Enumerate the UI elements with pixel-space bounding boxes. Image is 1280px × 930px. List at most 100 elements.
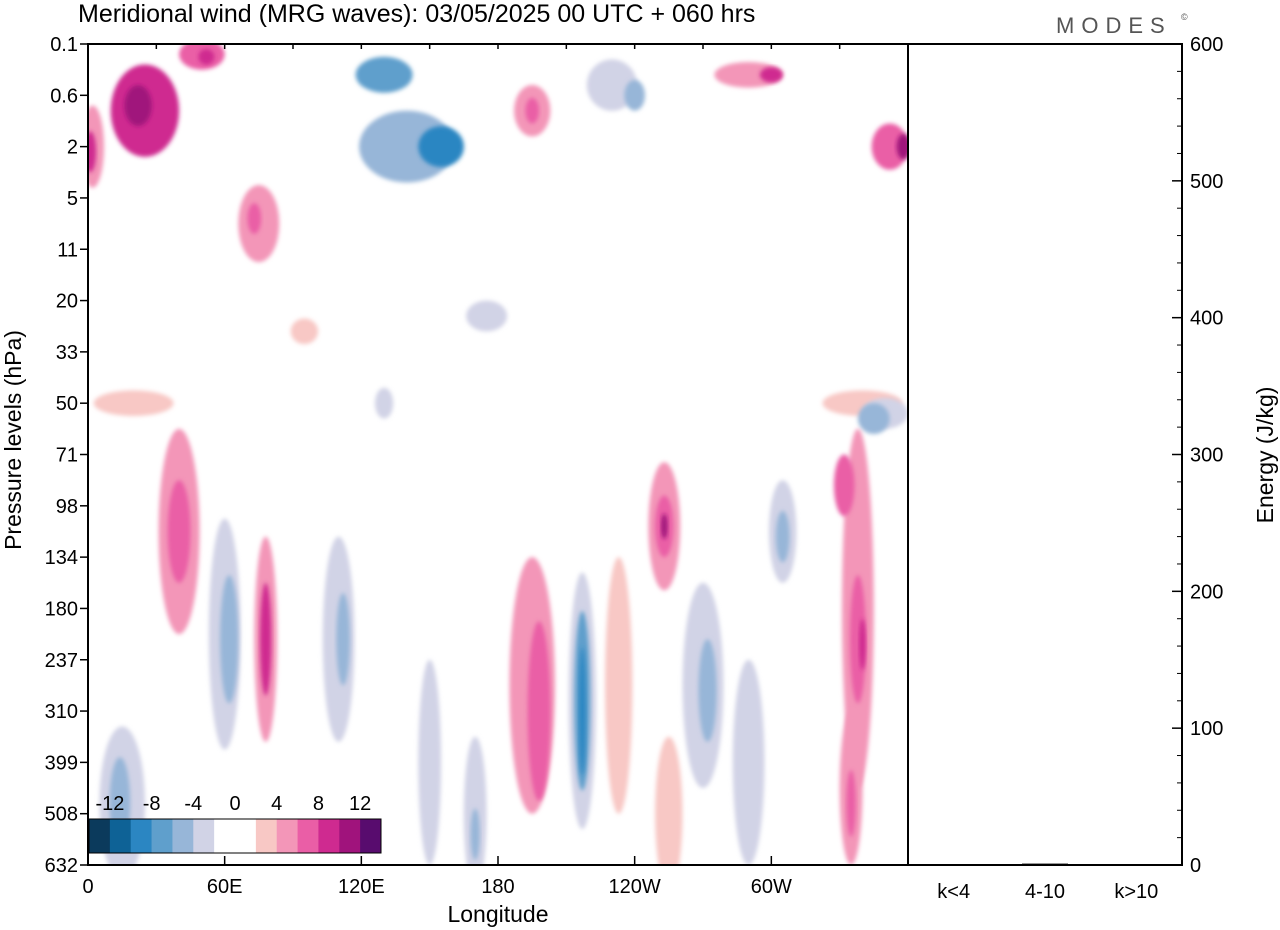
energy-bars: k<4 4-10 k>10	[930, 863, 1160, 903]
longitude-tick-label: 60E	[207, 876, 243, 898]
colorbar-swatch	[360, 819, 382, 853]
colorbar-swatch	[130, 819, 152, 853]
colorbar-swatch	[172, 819, 194, 853]
pressure-tick-label: 0.1	[50, 34, 78, 56]
energy-tick-label: 200	[1190, 581, 1223, 603]
wind-feature-55	[418, 659, 442, 865]
wind-feature-10	[418, 126, 464, 168]
wind-feature-59	[732, 659, 765, 865]
longitude-tick-label: 60W	[751, 876, 792, 898]
energy-tick-label: 0	[1190, 855, 1201, 877]
colorbar-label: 8	[313, 793, 324, 815]
wind-feature-57	[470, 808, 480, 860]
wind-feature-41	[605, 557, 633, 814]
wind-feature-50	[849, 575, 866, 704]
energy-category-label: k<4	[937, 881, 970, 903]
colorbar-swatch	[318, 819, 340, 853]
wind-feature-8	[355, 56, 413, 93]
energy-bar	[1113, 865, 1160, 866]
pressure-tick-label: 20	[56, 291, 78, 313]
longitude-tick-label: 180	[481, 876, 514, 898]
colorbar-label: -4	[184, 793, 202, 815]
wind-feature-11	[586, 59, 638, 111]
pressure-tick-label: 2	[67, 137, 78, 159]
wind-feature-22	[93, 390, 174, 417]
colorbar-frame	[88, 818, 382, 854]
wind-feature-52	[833, 454, 855, 517]
longitude-axis: 0 60E 120E 180 120W 60W	[82, 44, 909, 898]
colorbar-swatch	[235, 819, 257, 853]
wind-feature-54	[846, 770, 856, 837]
energy-bar	[1022, 863, 1068, 865]
wind-feature-48	[775, 510, 790, 563]
pressure-tick-label: 134	[45, 547, 78, 569]
energy-axis-label: Energy (J/kg)	[1252, 387, 1278, 524]
pressure-tick-label: 310	[45, 701, 78, 723]
modes-logo-text: MODES	[1056, 13, 1172, 38]
colorbar-swatch	[339, 819, 361, 853]
wind-feature-25	[857, 403, 890, 434]
pressure-tick-label: 508	[45, 804, 78, 826]
wind-feature-18	[896, 133, 908, 160]
y-axis-label: Pressure levels (hPa)	[0, 330, 26, 550]
colorbar-label: 4	[271, 793, 282, 815]
energy-bar	[930, 865, 977, 866]
energy-category-label: 4-10	[1025, 881, 1065, 903]
wind-feature-3	[88, 131, 96, 173]
longitude-tick-label: 0	[82, 876, 93, 898]
wind-feature-58	[655, 736, 683, 865]
wind-feature-5	[198, 49, 215, 65]
colorbar-swatch	[109, 819, 132, 853]
pressure-tick-label: 11	[57, 239, 78, 261]
longitude-tick-label: 120E	[338, 876, 385, 898]
wind-feature-27	[167, 480, 191, 583]
wind-feature-56	[463, 736, 487, 865]
energy-axis: 0 100 200 300 400 500 600	[1172, 34, 1223, 877]
pressure-tick-label: 399	[45, 752, 78, 774]
longitude-tick-label: 120W	[609, 876, 661, 898]
wind-feature-16	[759, 67, 783, 83]
pressure-tick-label: 71	[56, 445, 78, 467]
wind-feature-1	[124, 85, 152, 127]
wind-feature-33	[336, 593, 350, 686]
colorbar-label: -12	[95, 793, 124, 815]
chart-title: Meridional wind (MRG waves): 03/05/2025 …	[78, 0, 755, 28]
wind-feature-19	[466, 300, 508, 332]
colorbar-swatch	[89, 819, 111, 853]
wind-feature-31	[260, 582, 272, 696]
colorbar-swatch	[276, 819, 298, 853]
colorbar-label: 0	[229, 793, 240, 815]
energy-tick-label: 500	[1190, 171, 1223, 193]
wind-feature-51	[859, 618, 866, 671]
wind-feature-46	[698, 639, 717, 742]
pressure-tick-label: 0.6	[50, 85, 78, 107]
wind-feature-20	[290, 318, 319, 345]
energy-category-label: k>10	[1114, 881, 1158, 903]
colorbar-label: -8	[143, 793, 161, 815]
wind-feature-29	[220, 575, 239, 704]
colorbar-swatch	[214, 819, 236, 853]
pressure-tick-label: 180	[45, 598, 78, 620]
pressure-tick-label: 98	[56, 496, 78, 518]
wind-field	[88, 44, 908, 865]
colorbar-legend: -12 -8 -4 0 4 8 12	[88, 793, 382, 854]
colorbar-swatch	[255, 819, 278, 853]
energy-tick-label: 100	[1190, 718, 1223, 740]
colorbar-swatch	[193, 819, 215, 853]
energy-tick-label: 600	[1190, 34, 1223, 56]
energy-tick-label: 400	[1190, 308, 1223, 330]
pressure-axis: 0.1 0.6 2 5 11 20 33 50 71 98 134 180 237 310 399 508 63…	[45, 34, 88, 877]
colorbar-label: 12	[349, 793, 371, 815]
pressure-tick-label: 5	[67, 188, 78, 210]
wind-feature-14	[525, 97, 539, 124]
colorbar-swatch	[297, 819, 319, 853]
colorbar-swatch	[151, 819, 173, 853]
wind-feature-12	[624, 79, 645, 111]
wind-feature-40	[578, 647, 586, 776]
pressure-tick-label: 50	[56, 393, 78, 415]
wind-feature-44	[660, 513, 668, 540]
x-axis-label: Longitude	[447, 901, 548, 927]
wind-feature-7	[247, 203, 262, 234]
pressure-tick-label: 33	[56, 342, 78, 364]
